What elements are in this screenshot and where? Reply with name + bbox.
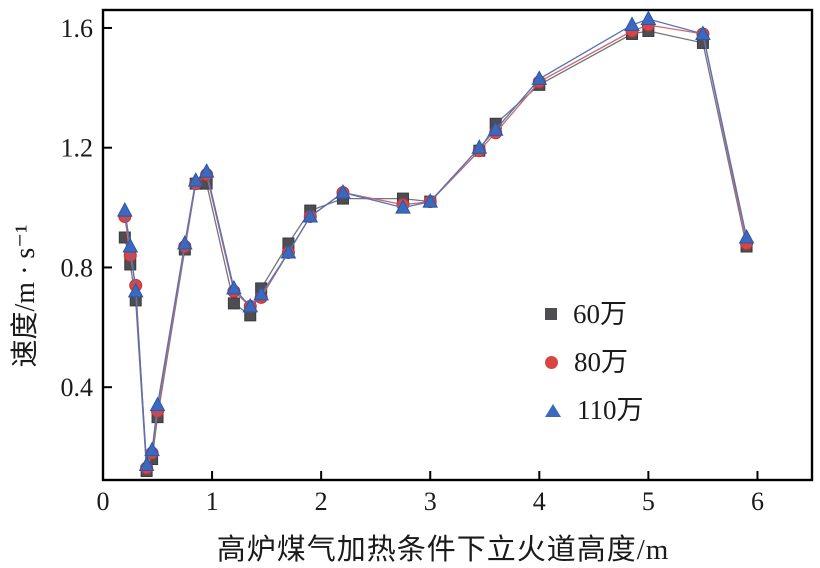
- data-point-triangle: [395, 199, 411, 214]
- x-tick-label: 1: [206, 487, 219, 516]
- legend-item-80w: 80万: [545, 346, 644, 378]
- data-point-triangle: [176, 234, 193, 250]
- x-tick-label: 3: [424, 487, 437, 516]
- legend-label-60w: 60万: [573, 298, 627, 329]
- triangle-marker-icon: [545, 403, 561, 417]
- data-point-triangle: [149, 396, 166, 412]
- data-point-triangle: [624, 16, 640, 31]
- x-tick-label: 4: [533, 487, 546, 516]
- series-line-1: [124, 24, 748, 469]
- data-point-triangle: [127, 282, 144, 298]
- y-tick-label: 1.6: [61, 14, 94, 43]
- y-tick-label: 0.4: [61, 373, 94, 402]
- data-point-triangle: [335, 184, 351, 199]
- x-tick-label: 2: [315, 487, 328, 516]
- data-point-triangle: [422, 193, 439, 208]
- data-point-triangle: [226, 279, 242, 295]
- data-point-triangle: [531, 70, 548, 85]
- legend-label-80w: 80万: [574, 346, 628, 377]
- data-point-triangle: [187, 172, 204, 187]
- data-point-triangle: [138, 456, 155, 472]
- y-tick-label: 1.2: [61, 134, 94, 163]
- legend: 60万 80万 110万: [545, 298, 644, 426]
- square-marker-icon: [545, 308, 557, 320]
- data-point-triangle: [144, 441, 160, 457]
- data-point-triangle: [116, 202, 133, 217]
- data-point-triangle: [487, 121, 504, 136]
- x-tick-label: 5: [642, 487, 655, 516]
- data-point-triangle: [253, 285, 269, 301]
- data-point-triangle: [302, 208, 319, 223]
- series-line-2: [124, 18, 748, 466]
- data-point-triangle: [242, 297, 259, 313]
- data-point-triangle: [198, 163, 215, 178]
- x-tick-label: 0: [97, 487, 110, 516]
- legend-label-110w: 110万: [577, 394, 644, 425]
- data-point-triangle: [122, 237, 139, 253]
- data-point-square: [227, 297, 240, 310]
- plot-frame: [101, 8, 814, 482]
- data-point-triangle: [695, 25, 711, 40]
- x-tick-label: 6: [751, 487, 764, 516]
- legend-item-110w: 110万: [545, 394, 644, 426]
- data-point-triangle: [471, 139, 488, 154]
- x-axis-label: 高炉煤气加热条件下立火道高度/m: [216, 534, 670, 566]
- data-point-triangle: [738, 228, 755, 244]
- data-point-square: [118, 231, 131, 244]
- y-tick-label: 0.8: [61, 253, 94, 282]
- data-point-triangle: [280, 243, 297, 259]
- data-point-triangle: [640, 10, 657, 25]
- series-line-0: [124, 30, 748, 472]
- y-axis-label: 速度/m · s⁻¹: [10, 224, 41, 368]
- circle-marker-icon: [545, 355, 558, 369]
- legend-item-60w: 60万: [545, 298, 644, 330]
